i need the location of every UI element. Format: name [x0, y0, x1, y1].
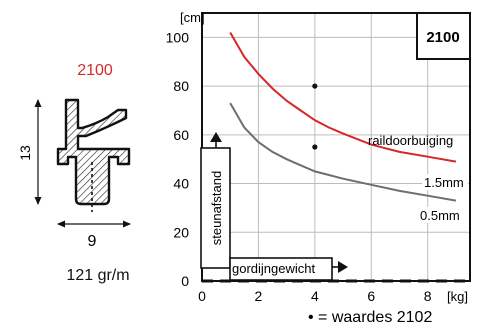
x-tick-4: 4: [311, 288, 319, 304]
profile-weight: 121 gr/m: [66, 267, 130, 284]
ylabel-box: [200, 147, 231, 269]
width-label: 9: [88, 233, 97, 250]
points-2102: [312, 83, 318, 150]
x-unit: [kg]: [447, 289, 468, 304]
ylabel-arrow: [210, 132, 222, 142]
y-tick-80: 80: [173, 78, 189, 94]
series-label-0-5mm: 0.5mm: [420, 208, 460, 223]
x-tick-8: 8: [424, 288, 432, 304]
x-tick-labels: 0 2 4 6 8: [198, 288, 432, 304]
width-arrow-right: [123, 220, 131, 228]
point-2102-2: [312, 144, 318, 150]
chart-title-box: [416, 12, 471, 60]
y-tick-40: 40: [173, 176, 189, 192]
x-tick-6: 6: [367, 288, 375, 304]
x-tick-0: 0: [198, 288, 206, 304]
series-line-0-5mm: [229, 102, 457, 202]
x-axis-label: gordijngewicht: [232, 261, 315, 276]
y-tick-20: 20: [173, 224, 189, 240]
y-tick-0: 0: [181, 273, 189, 289]
point-2102-1: [312, 83, 318, 89]
series-label-1-5mm: 1.5mm: [424, 175, 464, 190]
series-label-bg-2: [418, 207, 466, 223]
height-label: 13: [17, 145, 33, 161]
y-tick-60: 60: [173, 127, 189, 143]
series-label-bg-1: [422, 174, 468, 190]
y-tick-labels: 0 20 40 60 80 100: [166, 29, 190, 289]
width-arrow-left: [57, 220, 65, 228]
series-line-1-5mm: [229, 31, 457, 163]
height-arrow-top: [34, 99, 42, 107]
y-axis-label: steunafstand: [209, 171, 224, 245]
xlabel-arrow: [338, 261, 348, 273]
height-arrow-bottom: [34, 197, 42, 205]
series-lines: [229, 31, 457, 202]
y-unit: [cm]: [180, 10, 205, 25]
profile-code: 2100: [77, 62, 113, 79]
deflection-chart: 2100 [cm] [kg] 0 20 40 60 80 100 0 2 4 6 8 raildo…: [166, 10, 471, 304]
xlabel-box: [229, 257, 333, 281]
rail-profile-shape: [56, 98, 131, 206]
rail-profile-drawing: 13 9: [17, 98, 131, 250]
chart-title: 2100: [426, 29, 459, 46]
y-tick-100: 100: [166, 29, 190, 45]
x-tick-2: 2: [255, 288, 263, 304]
annotation-raildoorbuiging: raildoorbuiging: [368, 133, 453, 148]
